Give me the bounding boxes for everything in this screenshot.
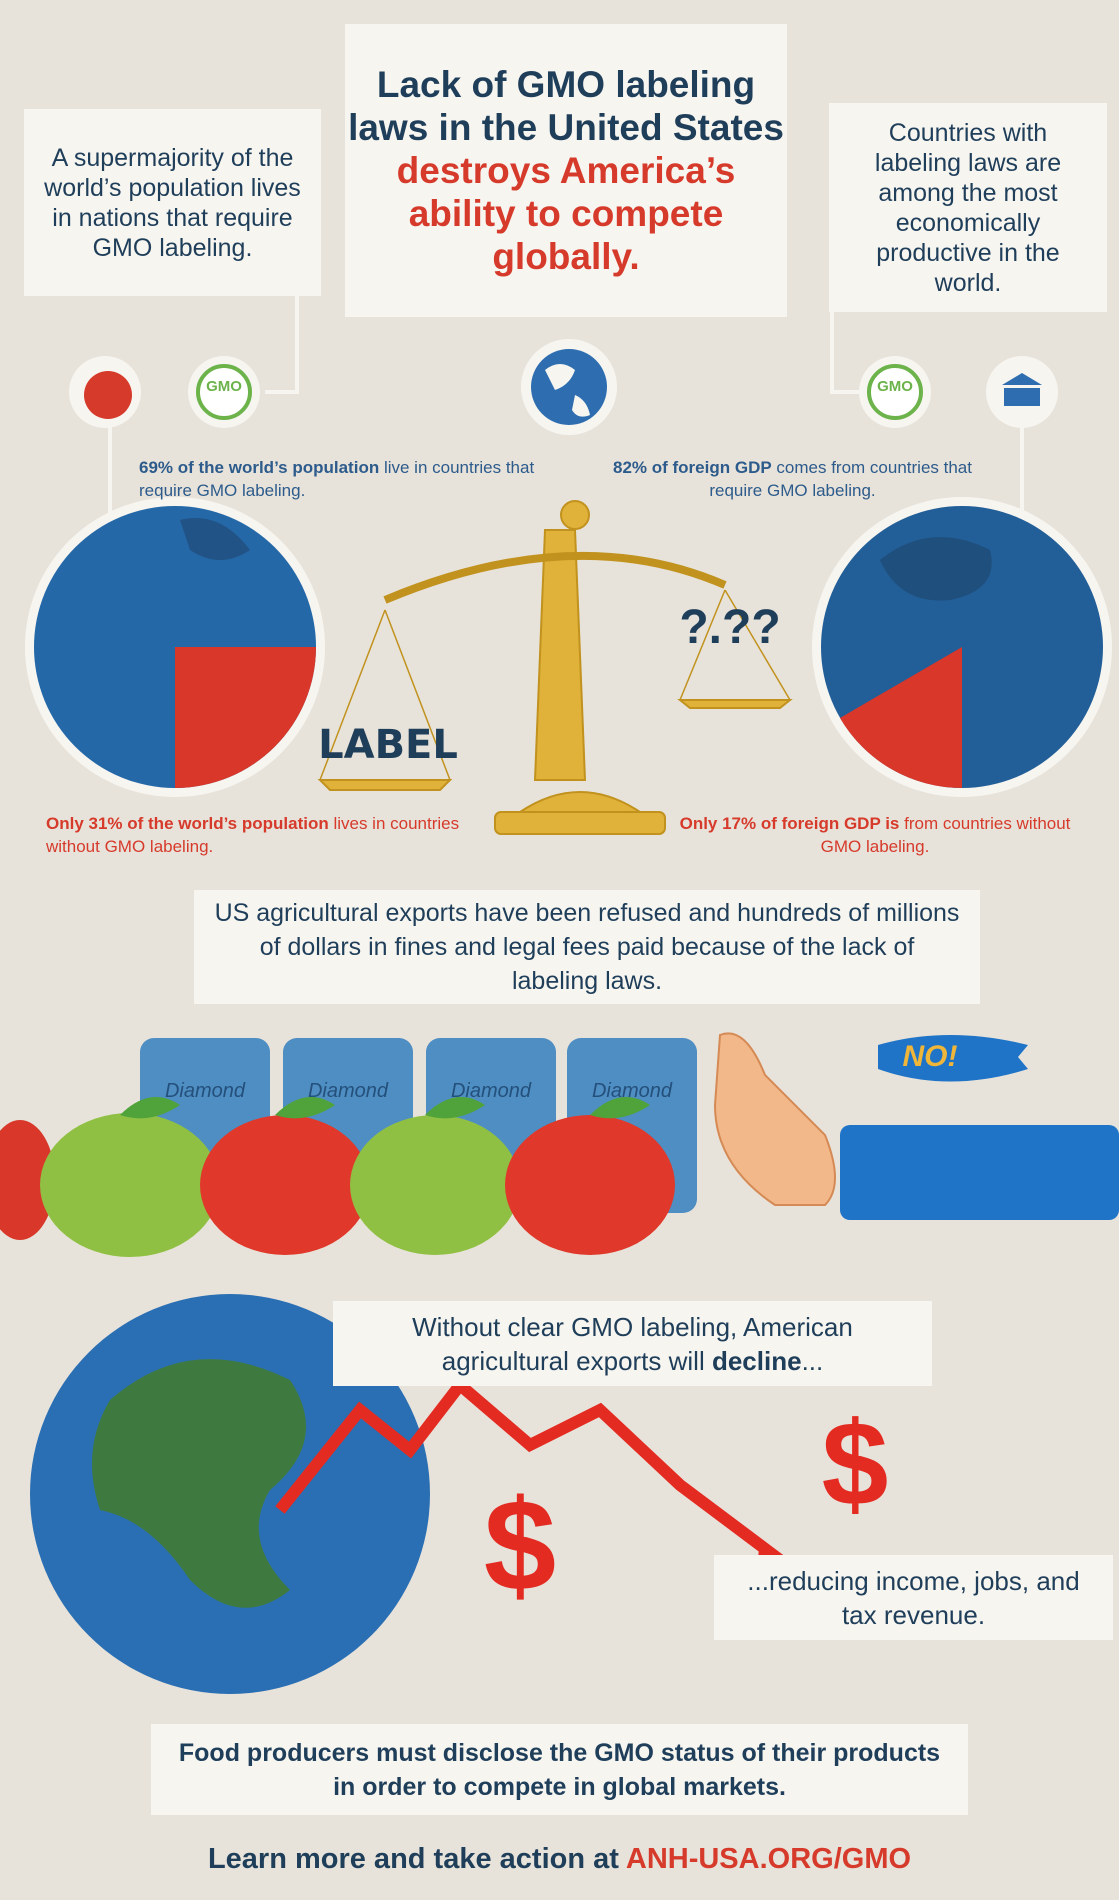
decline-end: ... [802, 1346, 824, 1376]
cta-link[interactable]: ANH-USA.ORG/GMO [626, 1843, 911, 1875]
decline-text: Without clear GMO labeling, American agr… [353, 1310, 912, 1378]
exports-box: US agricultural exports have been refuse… [194, 890, 980, 1004]
minority-left: Only 31% of the world’s population lives… [46, 812, 486, 858]
exports-text: US agricultural exports have been refuse… [214, 896, 960, 998]
can-label: Diamond [431, 1080, 551, 1103]
dollar-sign: $ [805, 1395, 905, 1533]
footer-box: Food producers must disclose the GMO sta… [151, 1724, 968, 1815]
title: Lack of GMO labeling laws in the United … [345, 63, 787, 149]
minority-right: Only 17% of foreign GDP is from countrie… [670, 812, 1080, 858]
minority-right-bold: Only 17% of foreign GDP is [680, 814, 900, 833]
gmo-icon-right: GMO [869, 378, 921, 395]
can-label: Diamond [145, 1080, 265, 1103]
stat-left: 69% of the world’s population live in co… [139, 456, 539, 502]
left-box: A supermajority of the world’s populatio… [24, 109, 321, 296]
cta-text: Learn more and take action at [208, 1843, 626, 1875]
can-label: Diamond [288, 1080, 408, 1103]
can-label: Diamond [572, 1080, 692, 1103]
title-box: Lack of GMO labeling laws in the United … [345, 24, 787, 317]
gmo-icon-left: GMO [198, 378, 250, 395]
speech-bubble-text: NO! [885, 1040, 975, 1074]
left-box-text: A supermajority of the world’s populatio… [38, 143, 307, 263]
right-box: Countries with labeling laws are among t… [829, 103, 1107, 312]
decline-box: Without clear GMO labeling, American agr… [333, 1301, 932, 1386]
reducing-text: ...reducing income, jobs, and tax revenu… [734, 1564, 1093, 1632]
reducing-box: ...reducing income, jobs, and tax revenu… [714, 1555, 1113, 1640]
stat-left-bold: 69% of the world’s population [139, 458, 379, 477]
page: Lack of GMO labeling laws in the United … [0, 0, 1119, 1900]
title-highlight: destroys America’s ability to compete gl… [345, 149, 787, 278]
stat-right: 82% of foreign GDP comes from countries … [595, 456, 990, 502]
decline-bold: decline [712, 1346, 802, 1376]
scale-label: LABEL [318, 722, 458, 768]
question-marks: ?.?? [665, 600, 795, 655]
call-to-action: Learn more and take action at ANH-USA.OR… [0, 1843, 1119, 1876]
right-box-text: Countries with labeling laws are among t… [843, 118, 1093, 298]
dollar-sign: $ [470, 1470, 570, 1620]
minority-left-bold: Only 31% of the world’s population [46, 814, 329, 833]
footer-statement: Food producers must disclose the GMO sta… [175, 1736, 944, 1804]
stat-right-bold: 82% of foreign GDP [613, 458, 772, 477]
